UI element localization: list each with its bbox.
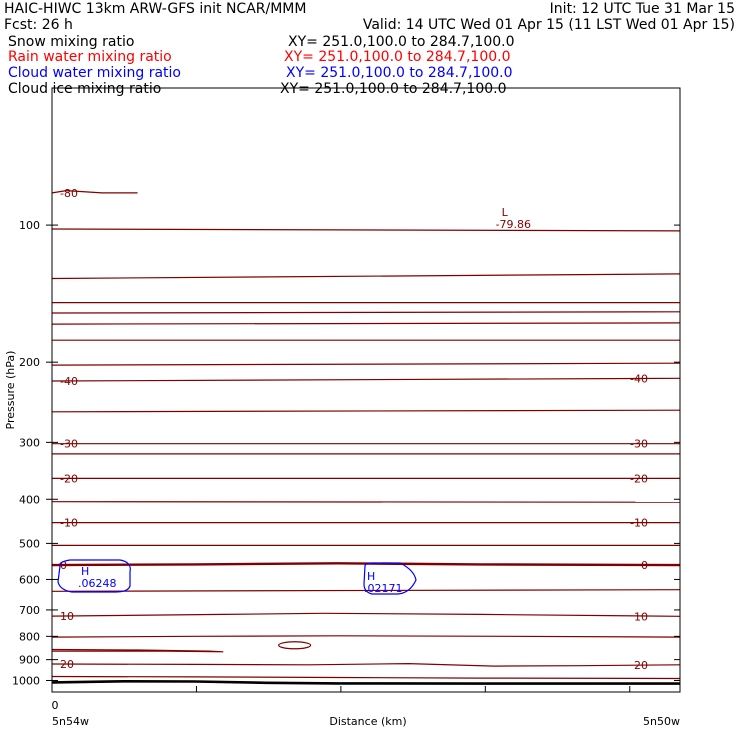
plot-area: -80 -40 -40 -30 -30 -20 -20 -10 -10 0 0 10 10 20 20 L-7… <box>12 87 681 693</box>
legend-rain-name: Rain water mixing ratio <box>8 49 172 65</box>
cloud-water-max-value-2: .02171 <box>364 582 403 595</box>
isotherm-label-left--10: -10 <box>60 517 78 530</box>
y-tick-label-200: 200 <box>19 356 40 369</box>
isotherm-0 <box>51 562 681 567</box>
isotherm-label-left-10: 10 <box>60 610 74 623</box>
cloud-water-max-marker-1: H <box>81 565 89 578</box>
cloud-water-max-marker-2: H <box>367 570 375 583</box>
isotherm-label-right-10: 10 <box>634 610 648 623</box>
y-tick-label-300: 300 <box>19 436 40 449</box>
y-tick-label-800: 800 <box>19 630 40 643</box>
y-tick-label-900: 900 <box>19 654 40 667</box>
legend-cloud-ice-xy: XY= 251.0,100.0 to 284.7,100.0 <box>280 81 507 97</box>
y-tick-label-500: 500 <box>19 537 40 550</box>
legend: Snow mixing ratio XY= 251.0,100.0 to 284… <box>8 34 515 97</box>
header-left-line1: HAIC-HIWC 13km ARW-GFS init NCAR/MMM <box>4 1 306 17</box>
cloud-water-max-value-1: .06248 <box>78 577 117 590</box>
header-right-line2: Valid: 14 UTC Wed 01 Apr 15 (11 LST Wed … <box>363 17 735 33</box>
isotherm--70 <box>51 273 681 280</box>
temperature-min-value: -79.86 <box>496 218 531 231</box>
isotherm--55 <box>51 322 681 325</box>
isotherm-label-right--10: -10 <box>630 517 648 530</box>
legend-snow-name: Snow mixing ratio <box>8 34 134 50</box>
isotherm-17 <box>51 648 224 653</box>
legend-snow-xy: XY= 251.0,100.0 to 284.7,100.0 <box>288 34 515 50</box>
isotherm-20 <box>51 662 681 667</box>
terrain-surface <box>51 679 680 685</box>
isotherm--40 <box>51 377 681 382</box>
isotherm--75 <box>51 228 681 232</box>
header-left-line2: Fcst: 26 h <box>4 17 73 33</box>
isotherm-label-right--40: -40 <box>630 372 648 385</box>
isotherm-label-right-20: 20 <box>634 659 648 672</box>
isotherm-25 <box>51 675 681 680</box>
header-right-line1: Init: 12 UTC Tue 31 Mar 15 <box>550 1 735 17</box>
y-tick-label-600: 600 <box>19 573 40 586</box>
x-left-location-label: 5n54w <box>52 715 89 728</box>
isotherm-label-right-0: 0 <box>641 559 648 572</box>
legend-cloud-water-name: Cloud water mixing ratio <box>8 65 181 81</box>
plot-frame <box>51 87 681 693</box>
cloud-water-contour-2 <box>363 562 417 595</box>
x-right-location-label: 5n50w <box>643 715 680 728</box>
legend-rain-xy: XY= 251.0,100.0 to 284.7,100.0 <box>284 49 511 65</box>
isotherm-label-left--80: -80 <box>60 187 78 200</box>
isotherm-label-left-0: 0 <box>60 559 67 572</box>
isotherm-label-left--30: -30 <box>60 438 78 451</box>
isotherm-label-left-20: 20 <box>60 658 74 671</box>
isotherm-label-right--20: -20 <box>630 472 648 485</box>
isotherm-label-left--40: -40 <box>60 375 78 388</box>
x-axis-title: Distance (km) <box>329 715 406 728</box>
temperature-min-marker: L <box>502 206 509 219</box>
isotherm--60 <box>51 311 681 314</box>
y-tick-label-400: 400 <box>19 493 40 506</box>
isotherm-label-left--20: -20 <box>60 472 78 485</box>
cloud-water-contour-1 <box>57 559 131 593</box>
isotherm-closed-contour <box>278 641 312 650</box>
x-tick-label-0: 0 <box>52 699 59 712</box>
y-axis-title: Pressure (hPa) <box>4 351 17 430</box>
isotherm-label-right--30: -30 <box>630 438 648 451</box>
isotherm--35 <box>51 409 681 413</box>
isotherm-15 <box>51 635 681 638</box>
legend-cloud-ice-name: Cloud ice mixing ratio <box>8 81 161 97</box>
y-tick-label-1000: 1000 <box>12 674 40 687</box>
y-tick-label-100: 100 <box>19 219 40 232</box>
isotherm--80 <box>51 189 138 194</box>
isotherm--45 <box>51 362 681 366</box>
isotherm--15 <box>51 501 681 503</box>
isotherm-10 <box>51 612 681 617</box>
y-tick-label-700: 700 <box>19 604 40 617</box>
legend-cloud-water-xy: XY= 251.0,100.0 to 284.7,100.0 <box>286 65 513 81</box>
